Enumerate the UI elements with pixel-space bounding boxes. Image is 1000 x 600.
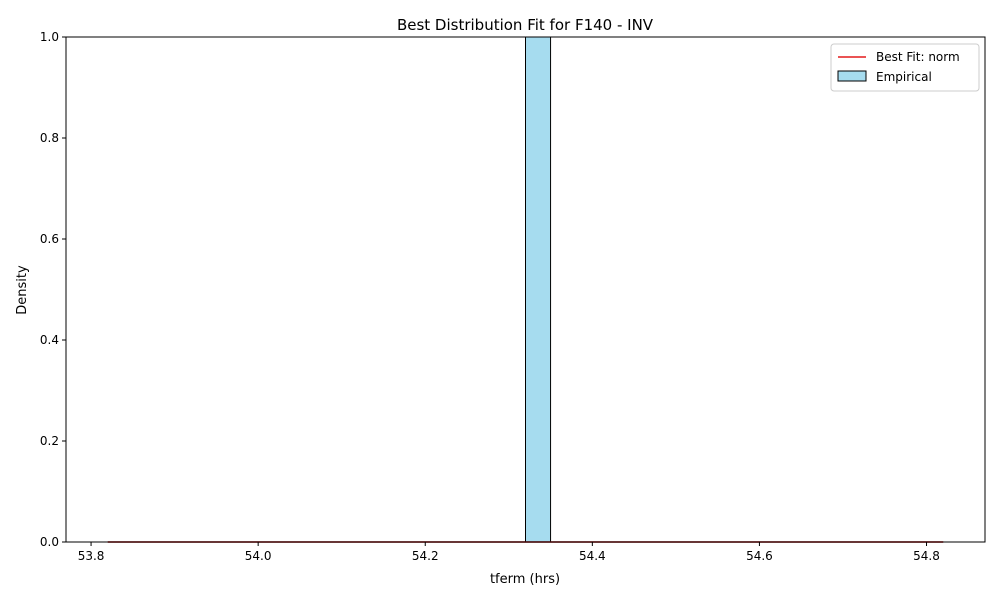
plot-area bbox=[65, 36, 986, 543]
legend-label-fit: Best Fit: norm bbox=[876, 50, 960, 64]
x-axis: 53.8 54.0 54.2 54.4 54.6 54.8 bbox=[78, 542, 940, 563]
x-tick-label-2: 54.2 bbox=[412, 549, 439, 563]
y-tick-label-5: 1.0 bbox=[40, 30, 59, 44]
x-tick-label-5: 54.8 bbox=[913, 549, 940, 563]
x-tick-label-4: 54.6 bbox=[746, 549, 773, 563]
y-tick-label-2: 0.4 bbox=[40, 333, 59, 347]
x-tick-label-3: 54.4 bbox=[579, 549, 606, 563]
legend-label-empirical: Empirical bbox=[876, 70, 932, 84]
y-tick-label-0: 0.0 bbox=[40, 535, 59, 549]
y-axis: 0.0 0.2 0.4 0.6 0.8 1.0 bbox=[40, 30, 66, 549]
plot-frame bbox=[65, 36, 986, 543]
chart-title: Best Distribution Fit for F140 - INV bbox=[397, 16, 654, 34]
x-tick-label-1: 54.0 bbox=[245, 549, 272, 563]
legend-box bbox=[830, 43, 980, 92]
legend-swatch-empirical bbox=[837, 70, 867, 82]
y-axis-label: Density bbox=[15, 265, 30, 315]
y-tick-label-4: 0.8 bbox=[40, 131, 59, 145]
legend: Best Fit: norm Empirical bbox=[830, 43, 980, 92]
y-tick-label-1: 0.2 bbox=[40, 434, 59, 448]
x-axis-label: tferm (hrs) bbox=[490, 572, 560, 587]
histogram-bar-0 bbox=[525, 36, 552, 543]
x-tick-label-0: 53.8 bbox=[78, 549, 105, 563]
y-tick-label-3: 0.6 bbox=[40, 232, 59, 246]
